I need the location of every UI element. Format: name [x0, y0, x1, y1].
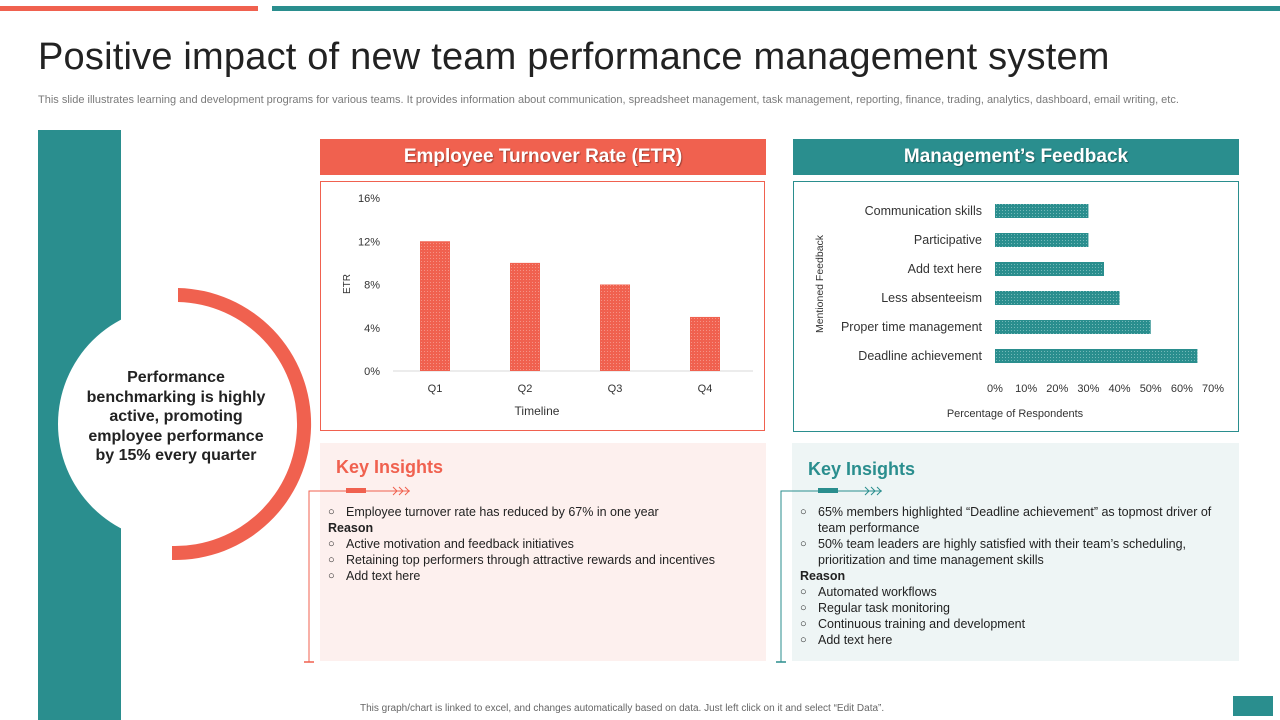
feedback-category-label: Add text here — [908, 262, 982, 276]
feedback-bar-chart[interactable]: Communication skills Participative Add tex… — [794, 182, 1240, 433]
etr-x-axis-title: Timeline — [515, 404, 560, 418]
etr-bar-q3 — [600, 284, 630, 371]
bullet-circle-icon: ○ — [800, 602, 807, 614]
insight-text: Add text here — [346, 569, 421, 583]
feedback-category-label: Deadline achievement — [858, 349, 982, 363]
top-accent-bar-teal — [272, 6, 1280, 11]
feedback-xtick-label: 50% — [1140, 383, 1162, 395]
feedback-bar-deadline-achievement — [995, 349, 1198, 363]
feedback-x-axis-title: Percentage of Respondents — [947, 408, 1084, 420]
insight-text: 50% team leaders are highly satisfied wi… — [818, 537, 1187, 567]
etr-ytick-label: 0% — [364, 366, 380, 378]
bullet-circle-icon: ○ — [800, 586, 807, 598]
feedback-xtick-label: 70% — [1202, 383, 1224, 395]
feedback-bar-participative — [995, 233, 1089, 247]
key-insights-right-connector — [776, 486, 882, 663]
key-insights-right-title: Key Insights — [808, 459, 916, 479]
feedback-xtick-label: 20% — [1046, 383, 1068, 395]
key-insights-right-list: ○ 65% members highlighted “Deadline achie… — [800, 504, 1225, 648]
insight-text: Active motivation and feedback initiativ… — [346, 537, 574, 551]
insight-text: Employee turnover rate has reduced by 67… — [346, 505, 659, 519]
reason-label: Reason — [328, 521, 374, 535]
insight-list-item: ○ Regular task monitoring — [800, 600, 1225, 616]
feedback-panel-header: Management’s Feedback — [793, 139, 1239, 175]
bullet-circle-icon: ○ — [328, 554, 335, 566]
etr-bar-q2 — [510, 262, 540, 371]
insight-list-item: ○ 50% team leaders are highly satisfied w… — [800, 536, 1225, 568]
etr-ytick-label: 8% — [364, 280, 380, 292]
feedback-category-label: Communication skills — [865, 204, 982, 218]
callout-circle-disc — [58, 306, 294, 542]
insight-text: Retaining top performers through attract… — [346, 553, 715, 567]
insight-list-item: ○ Continuous training and development — [800, 616, 1225, 632]
etr-chart-box[interactable]: 0% 4% 8% 12% 16% Q1 Q2 Q3 Q4 Timeline ETR — [320, 181, 765, 431]
top-accent-bar-coral — [0, 6, 258, 11]
key-insights-left-title: Key Insights — [336, 457, 444, 477]
insight-text: Regular task monitoring — [818, 601, 951, 615]
feedback-category-label: Less absenteeism — [881, 291, 982, 305]
feedback-bar-proper-time-management — [995, 320, 1151, 334]
page-title: Positive impact of new team performance … — [38, 36, 1110, 78]
etr-xtick-label: Q3 — [608, 383, 623, 395]
insight-text: Continuous training and development — [818, 617, 1026, 631]
key-insights-right-panel: Key Insights ○ 65% members highlighted “D… — [792, 443, 1239, 661]
etr-ytick-label: 12% — [358, 236, 380, 248]
etr-bar-chart[interactable]: 0% 4% 8% 12% 16% Q1 Q2 Q3 Q4 Timeline ETR — [321, 182, 766, 432]
insight-text: Add text here — [818, 633, 893, 647]
feedback-xtick-label: 10% — [1015, 383, 1037, 395]
insight-list-item: ○ Active motivation and feedback initiati… — [328, 536, 748, 552]
insight-reason-heading: Reason — [800, 568, 1225, 584]
insight-text: Automated workflows — [818, 585, 937, 599]
feedback-category-label: Proper time management — [841, 320, 983, 334]
bullet-circle-icon: ○ — [328, 538, 335, 550]
etr-xtick-label: Q1 — [428, 383, 443, 395]
footer-note: This graph/chart is linked to excel, and… — [360, 703, 885, 714]
feedback-xtick-label: 30% — [1077, 383, 1099, 395]
insight-reason-heading: Reason — [328, 520, 748, 536]
etr-bar-q1 — [420, 241, 450, 371]
key-insights-left-list: ○ Employee turnover rate has reduced by 6… — [328, 504, 748, 584]
callout-circle — [58, 288, 312, 561]
key-insights-left-connector — [304, 486, 410, 663]
etr-xtick-label: Q4 — [698, 383, 713, 395]
etr-ytick-label: 16% — [358, 193, 380, 205]
callout-ring-arc — [172, 288, 312, 561]
corner-accent — [1233, 696, 1273, 716]
bullet-circle-icon: ○ — [800, 618, 807, 630]
bullet-circle-icon: ○ — [800, 538, 807, 550]
callout-text: Performance benchmarking is highly activ… — [86, 369, 266, 464]
reason-label: Reason — [800, 569, 846, 583]
insight-list-item: ○ Automated workflows — [800, 584, 1225, 600]
feedback-xtick-label: 60% — [1171, 383, 1193, 395]
bullet-circle-icon: ○ — [800, 506, 807, 518]
etr-ytick-label: 4% — [364, 323, 380, 335]
bullet-circle-icon: ○ — [800, 634, 807, 646]
insight-list-item: ○ Employee turnover rate has reduced by 6… — [328, 504, 748, 520]
etr-xtick-label: Q2 — [518, 383, 533, 395]
page-subtitle: This slide illustrates learning and deve… — [38, 94, 1179, 106]
feedback-xtick-label: 40% — [1109, 383, 1131, 395]
bullet-circle-icon: ○ — [328, 506, 335, 518]
feedback-category-label: Participative — [914, 233, 982, 247]
etr-y-axis-title: ETR — [342, 274, 353, 294]
insight-list-item: ○ Add text here — [328, 568, 748, 584]
etr-panel-header: Employee Turnover Rate (ETR) — [320, 139, 766, 175]
key-insights-left-panel: Key Insights ○ Employee turnover rate has… — [320, 443, 766, 661]
feedback-bar-add-text-here — [995, 262, 1104, 276]
feedback-chart-box[interactable]: Communication skills Participative Add tex… — [793, 181, 1239, 432]
bullet-circle-icon: ○ — [328, 570, 335, 582]
insight-list-item: ○ Add text here — [800, 632, 1225, 648]
feedback-xtick-label: 0% — [987, 383, 1003, 395]
insight-text: 65% members highlighted “Deadline achiev… — [818, 505, 1212, 535]
feedback-bar-communication-skills — [995, 204, 1089, 218]
feedback-bar-less-absenteeism — [995, 291, 1120, 305]
insight-list-item: ○ 65% members highlighted “Deadline achie… — [800, 504, 1225, 536]
feedback-y-axis-title: Mentioned Feedback — [814, 234, 826, 333]
insight-list-item: ○ Retaining top performers through attrac… — [328, 552, 748, 568]
etr-bar-q4 — [690, 316, 720, 371]
